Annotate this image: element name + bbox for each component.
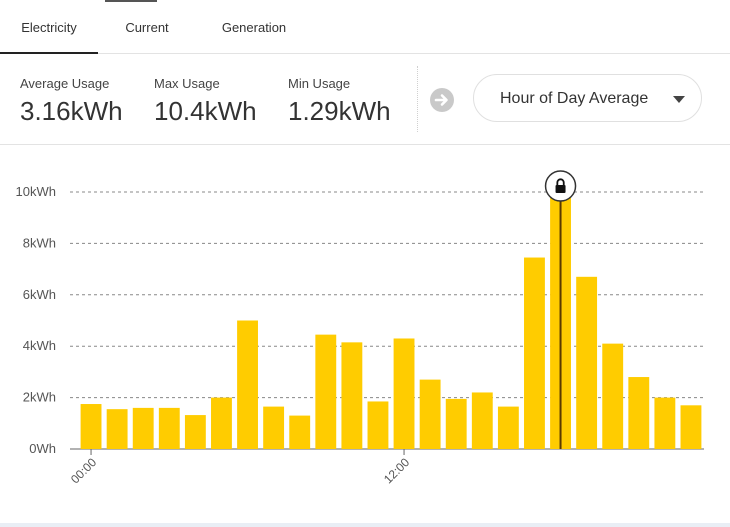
bar-23[interactable]	[680, 405, 702, 449]
bar-05[interactable]	[211, 397, 232, 449]
bar-16[interactable]	[497, 406, 519, 449]
bar-08[interactable]	[289, 415, 311, 449]
y-tick-label: 6kWh	[23, 287, 56, 302]
usage-summary: Average Usage 3.16kWh Max Usage 10.4kWh …	[0, 54, 730, 145]
y-tick-label: 8kWh	[23, 235, 56, 250]
bar-13[interactable]	[419, 379, 441, 449]
lock-icon[interactable]	[544, 170, 577, 202]
x-tick-label: 00:00	[68, 455, 99, 486]
bar-04[interactable]	[184, 415, 206, 449]
dropdown-value: Hour of Day Average	[500, 90, 649, 107]
bar-03[interactable]	[158, 407, 180, 449]
bar-06[interactable]	[237, 320, 258, 450]
y-tick-label: 4kWh	[23, 338, 56, 353]
aggregation-dropdown[interactable]: Hour of Day Average	[473, 74, 702, 122]
usage-bar-chart[interactable]: 0Wh 2kWh 4kWh 6kWh 8kWh 10kWh 00:00 12:00	[0, 145, 730, 523]
stat-value: 3.16kWh	[20, 96, 123, 126]
bar-22[interactable]	[654, 397, 676, 449]
bar-14[interactable]	[445, 398, 467, 449]
bar-11[interactable]	[367, 401, 389, 449]
stat-label: Average Usage	[20, 76, 110, 91]
bar-12[interactable]	[393, 338, 415, 449]
arrow-right-icon	[434, 94, 448, 106]
y-tick-label: 0Wh	[29, 441, 56, 456]
bar-17[interactable]	[524, 257, 545, 449]
stat-value: 1.29kWh	[288, 96, 391, 126]
bar-00[interactable]	[80, 404, 102, 449]
y-tick-label: 2kWh	[23, 390, 56, 405]
tab-bar: Electricity Current Generation	[0, 0, 730, 54]
stat-label: Min Usage	[288, 76, 351, 91]
stat-value: 10.4kWh	[154, 96, 257, 126]
bottom-border	[0, 523, 730, 527]
stat-label: Max Usage	[154, 76, 220, 91]
x-tick-label: 12:00	[381, 455, 412, 486]
bar-07[interactable]	[263, 406, 285, 449]
bar-20[interactable]	[602, 343, 624, 449]
bar-01[interactable]	[106, 409, 128, 449]
bar-02[interactable]	[132, 407, 154, 449]
bar-19[interactable]	[576, 276, 598, 449]
bar-09[interactable]	[315, 334, 337, 449]
top-accent-line	[105, 0, 157, 2]
bar-15[interactable]	[471, 392, 493, 449]
bar-10[interactable]	[341, 342, 363, 449]
y-tick-label: 10kWh	[16, 184, 56, 199]
caret-down-icon	[673, 96, 685, 103]
tab-current[interactable]: Current	[125, 20, 169, 35]
tab-electricity[interactable]: Electricity	[0, 0, 98, 54]
divider	[417, 66, 419, 132]
tab-generation[interactable]: Generation	[221, 20, 287, 35]
bar-21[interactable]	[628, 377, 650, 449]
next-arrow-button[interactable]	[430, 88, 454, 112]
